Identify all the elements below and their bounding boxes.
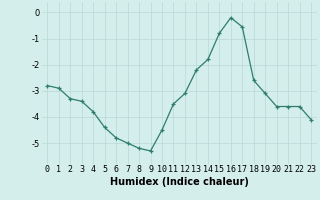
X-axis label: Humidex (Indice chaleur): Humidex (Indice chaleur)	[110, 177, 249, 187]
